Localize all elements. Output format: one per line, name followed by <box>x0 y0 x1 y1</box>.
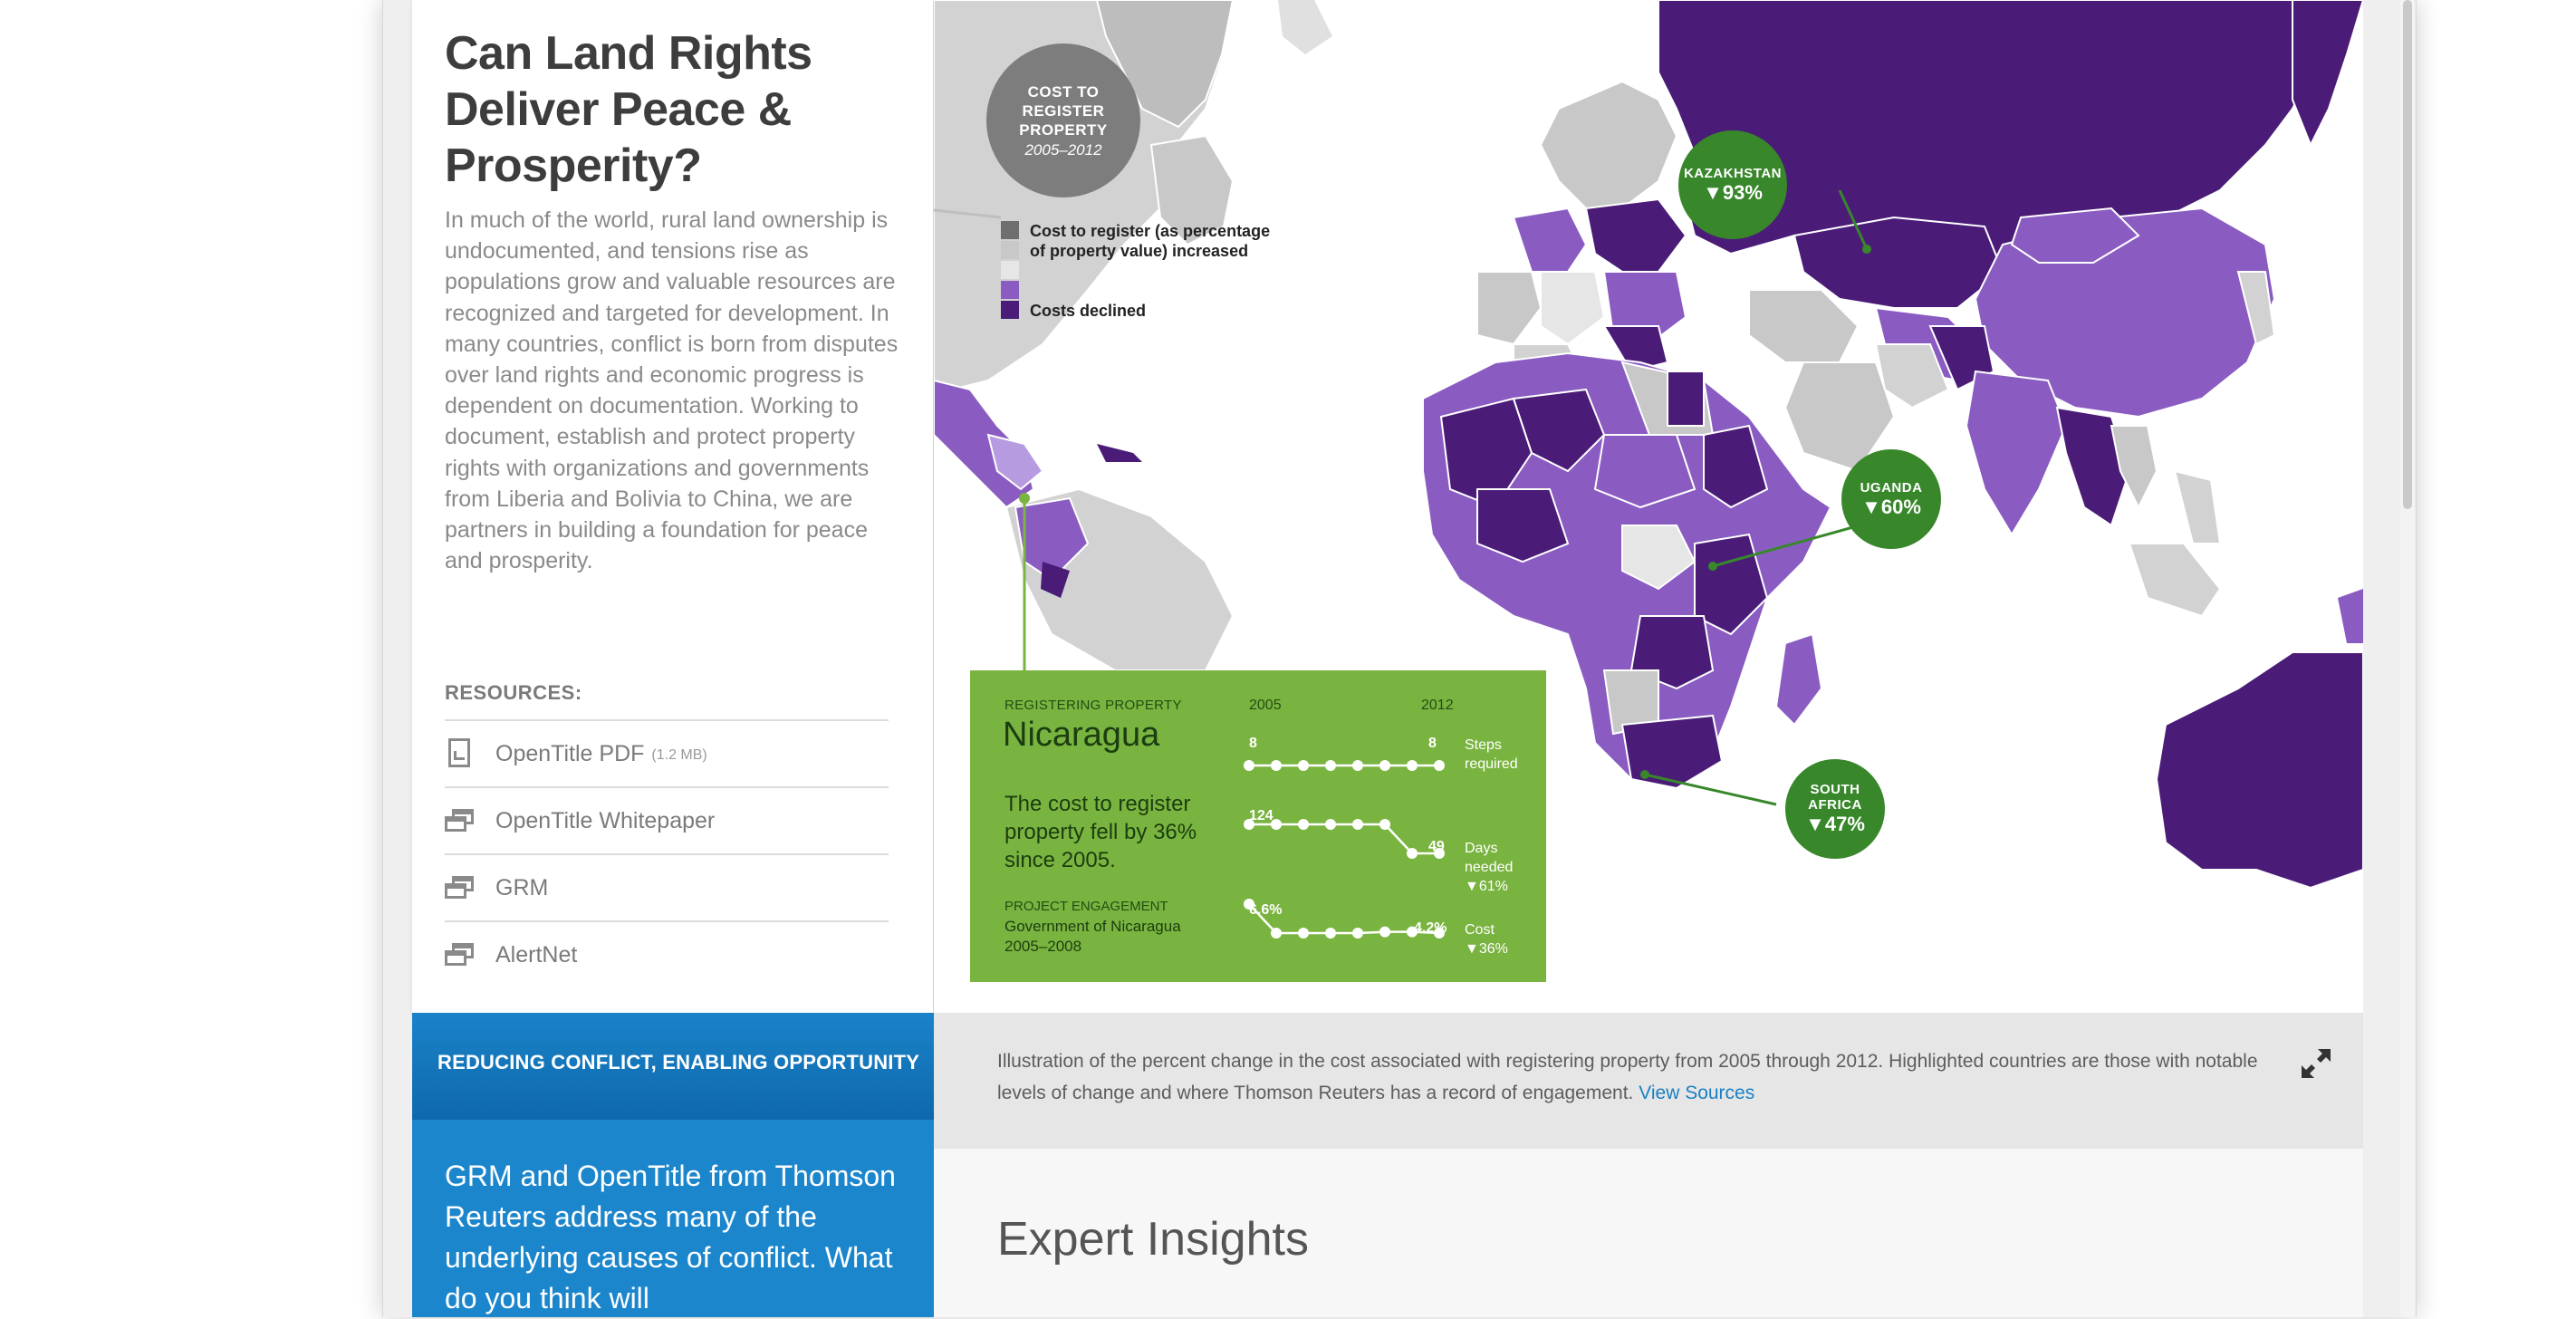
sparkline-point <box>1407 848 1418 859</box>
resource-link-opentitle-whitepaper[interactable]: OpenTitle Whitepaper <box>445 786 889 853</box>
legend-swatch <box>1001 261 1019 279</box>
sparkline-caption: Steps required <box>1465 737 1518 772</box>
file-size: (1.2 MB) <box>651 747 707 763</box>
map-caption: Illustration of the percent change in th… <box>997 1045 2283 1109</box>
callout-south-africa: SOUTH AFRICA ▼47% <box>1785 759 1885 859</box>
window-icon <box>445 939 476 970</box>
sparkline-point <box>1352 928 1363 939</box>
sparkline-end-label: 8 <box>1428 736 1437 751</box>
resource-link-grm[interactable]: GRM <box>445 853 889 920</box>
expert-insights-section: Expert Insights <box>934 1149 2363 1317</box>
sparkline-start-label: 8 <box>1249 736 1257 751</box>
expand-icon[interactable] <box>2298 1045 2334 1082</box>
pdf-icon <box>445 738 476 769</box>
intro-paragraph: In much of the world, rural land ownersh… <box>445 207 899 574</box>
callout-country: SOUTH AFRICA <box>1808 782 1862 813</box>
conflict-heading: REDUCING CONFLICT, ENABLING OPPORTUNITY <box>437 1051 920 1073</box>
cost-to-register-bubble: COST TO REGISTER PROPERTY 2005–2012 <box>986 43 1140 197</box>
callout-kazakhstan: KAZAKHSTAN ▼93% <box>1678 130 1787 239</box>
year-start: 2005 <box>1249 698 1282 713</box>
sidebar: Can Land Rights Deliver Peace & Prosperi… <box>412 0 933 1013</box>
year-end: 2012 <box>1421 698 1454 713</box>
legend-declined-label: Costs declined <box>1030 302 1147 320</box>
caption-text: Illustration of the percent change in th… <box>997 1051 2258 1103</box>
sparkline-point <box>1244 760 1254 771</box>
sparkline-end-label: 49 <box>1428 839 1445 854</box>
sparkline-caption: Cost ▼36% <box>1465 922 1508 957</box>
sparkline-point <box>1407 926 1418 938</box>
resource-label: AlertNet <box>495 941 578 968</box>
resource-label: OpenTitle PDF <box>495 740 645 766</box>
caption-bar: Illustration of the percent change in th… <box>934 1013 2363 1149</box>
resource-label: GRM <box>495 874 549 900</box>
expert-insights-title: Expert Insights <box>997 1213 1309 1266</box>
panel-country: Nicaragua <box>1003 716 1160 754</box>
sparkline-point <box>1298 760 1309 771</box>
scrollbar-thumb[interactable] <box>2403 0 2412 509</box>
engagement-label: PROJECT ENGAGEMENT <box>1004 899 1168 914</box>
sparkline-point <box>1325 760 1336 771</box>
sparkline-end-label: 4.2% <box>1414 920 1447 936</box>
callout-country: KAZAKHSTAN <box>1683 165 1783 181</box>
sparkline-point <box>1271 928 1282 939</box>
callout-uganda: UGANDA ▼60% <box>1841 449 1941 549</box>
legend-swatch <box>1001 221 1019 239</box>
legend-swatch <box>1001 241 1019 259</box>
sparkline-point <box>1352 760 1363 771</box>
sparkline-caption: Days needed ▼61% <box>1465 841 1514 894</box>
sparkline-point <box>1325 819 1336 830</box>
sparkline-point <box>1407 760 1418 771</box>
sparkline-point <box>1434 928 1445 939</box>
scrollbar[interactable] <box>2400 0 2415 1317</box>
callout-value: ▼93% <box>1703 180 1763 204</box>
resource-link-alertnet[interactable]: AlertNet <box>445 920 889 987</box>
panel-kicker: REGISTERING PROPERTY <box>1004 698 1182 713</box>
sparkline-point <box>1325 928 1336 939</box>
sparkline-point <box>1434 848 1445 859</box>
resources-heading: RESOURCES: <box>445 681 582 704</box>
legend-swatch <box>1001 301 1019 319</box>
conflict-section-body: GRM and OpenTitle from Thomson Reuters a… <box>412 1120 934 1317</box>
conflict-section-header: REDUCING CONFLICT, ENABLING OPPORTUNITY <box>412 1013 934 1120</box>
sparkline-start-label: 124 <box>1249 808 1274 823</box>
page-title: Can Land Rights Deliver Peace & Prosperi… <box>445 27 812 192</box>
window-icon <box>445 872 476 903</box>
callout-value: ▼47% <box>1805 813 1865 835</box>
sparkline-point <box>1298 819 1309 830</box>
callout-country: UGANDA <box>1860 479 1923 496</box>
sparkline-point <box>1434 760 1445 771</box>
legend-increased-label: Cost to register (as percentage of prope… <box>1030 222 1271 260</box>
sparkline-point <box>1379 819 1390 830</box>
sparkline-point <box>1244 899 1254 910</box>
conflict-text: GRM and OpenTitle from Thomson Reuters a… <box>445 1160 896 1314</box>
resource-link-opentitle-pdf[interactable]: OpenTitle PDF (1.2 MB) <box>445 719 889 786</box>
resource-label: OpenTitle Whitepaper <box>495 807 716 833</box>
callout-value: ▼60% <box>1861 495 1921 518</box>
panel-summary: The cost to register property fell by 36… <box>1004 792 1197 872</box>
sparkline-point <box>1352 819 1363 830</box>
legend-swatch <box>1001 281 1019 299</box>
resources-list: OpenTitle PDF (1.2 MB) OpenTitle Whitepa… <box>445 719 889 987</box>
view-sources-link[interactable]: View Sources <box>1639 1083 1755 1103</box>
sparkline-point <box>1271 760 1282 771</box>
engagement-text: Government of Nicaragua 2005–2008 <box>1004 918 1181 955</box>
sparkline-point <box>1379 926 1390 938</box>
sparkline-start-label: 6.6% <box>1249 902 1283 918</box>
cost-bubble-title: COST TO REGISTER PROPERTY <box>1019 82 1108 139</box>
sparkline-point <box>1298 928 1309 939</box>
sparkline-point <box>1271 819 1282 830</box>
nicaragua-panel: REGISTERING PROPERTY Nicaragua The cost … <box>970 670 1546 982</box>
sparkline-point <box>1244 819 1254 830</box>
window-icon <box>445 805 476 836</box>
world-map <box>934 0 2363 890</box>
sparkline-point <box>1379 760 1390 771</box>
sparklines <box>1244 760 1445 939</box>
world-map-infographic: COST TO REGISTER PROPERTY 2005–2012 Cost… <box>934 0 2363 1013</box>
cost-bubble-years: 2005–2012 <box>1024 140 1102 159</box>
